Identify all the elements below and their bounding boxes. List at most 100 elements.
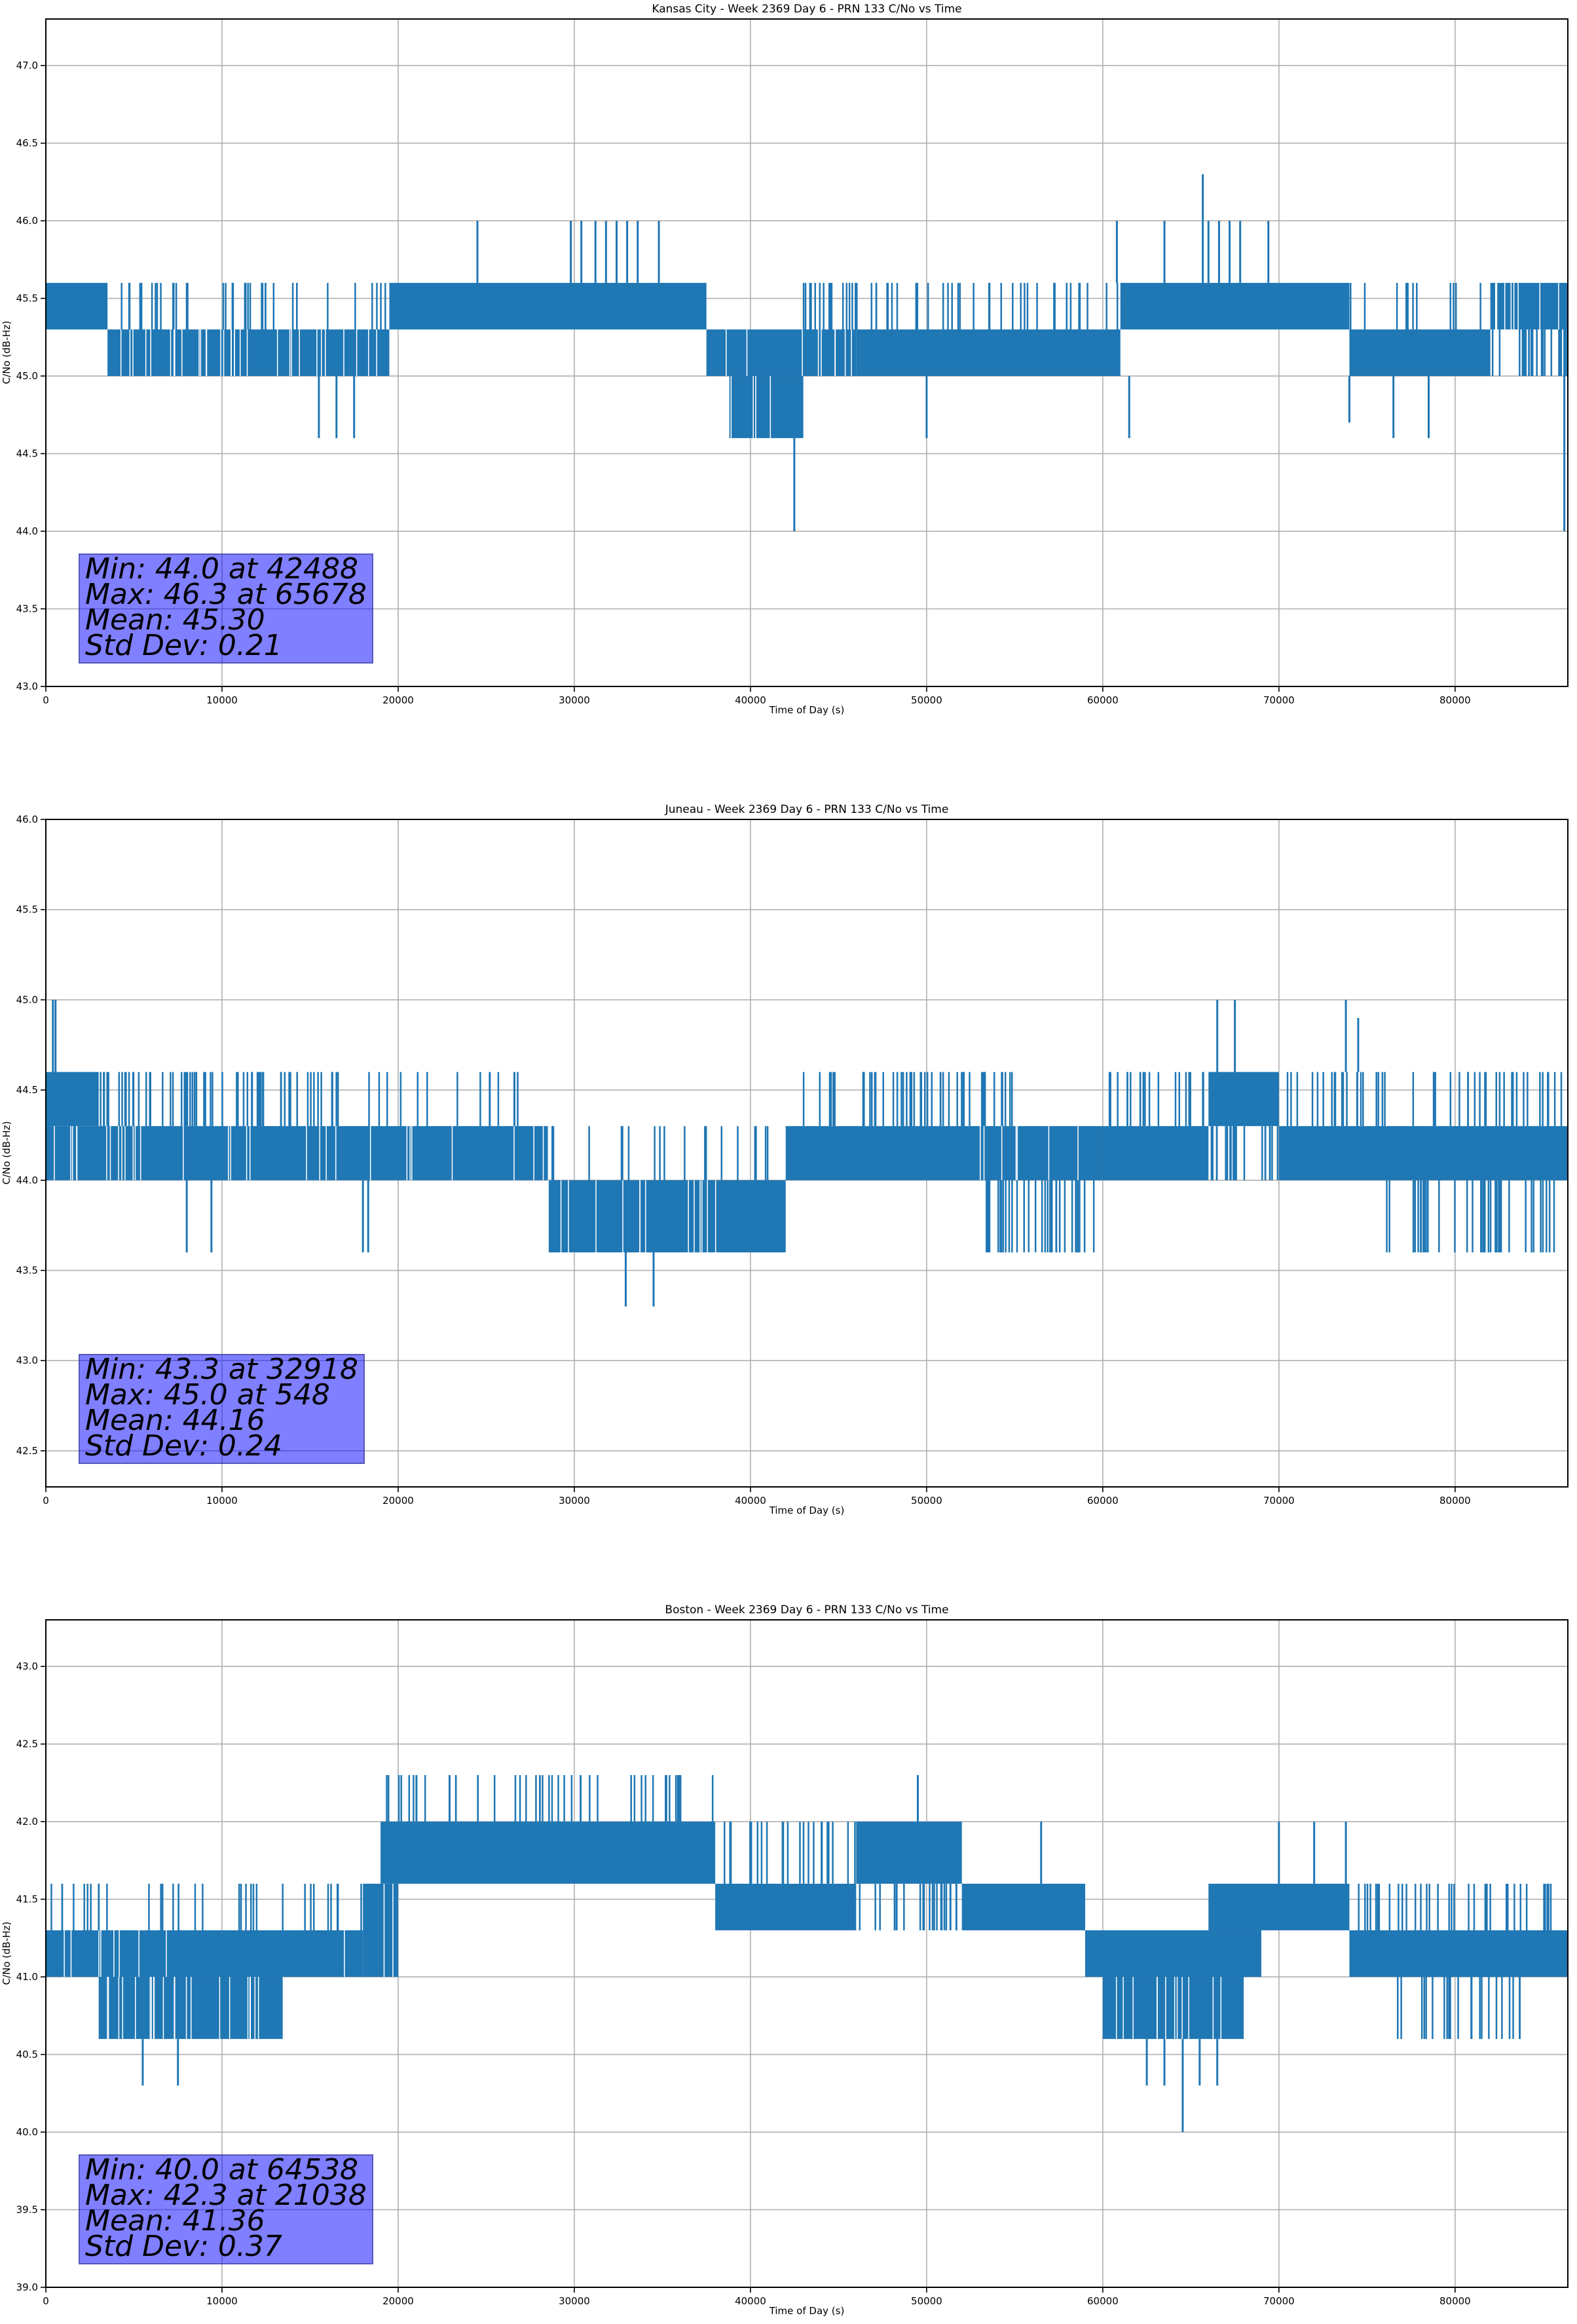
- signal-band: [386, 1774, 714, 1822]
- stat-min: Min: 44.0 at 42488: [85, 552, 359, 586]
- y-tick-label: 47.0: [16, 60, 38, 71]
- band-fill: [729, 376, 804, 438]
- signal-band: [380, 1822, 716, 1884]
- signal-band: [1278, 1126, 1568, 1180]
- x-axis-label: Time of Day (s): [769, 1505, 845, 1516]
- stat-mean: Mean: 41.36: [85, 2204, 265, 2238]
- signal-band: [1397, 1977, 1521, 2039]
- cno-series: [46, 174, 1568, 532]
- band-fill: [785, 1126, 980, 1180]
- signal-band: [121, 282, 386, 329]
- signal-band: [46, 282, 108, 329]
- band-fill: [1349, 329, 1491, 377]
- signal-band: [856, 1822, 962, 1884]
- band-fill: [46, 1930, 363, 1977]
- band-fill: [1085, 1930, 1261, 1977]
- y-tick-label: 45.0: [16, 994, 38, 1005]
- band-fill: [979, 1126, 1103, 1180]
- y-tick-label: 39.5: [16, 2204, 38, 2216]
- signal-band: [1358, 1883, 1552, 1930]
- y-tick-label: 42.0: [16, 1816, 38, 1827]
- y-tick-label: 45.5: [16, 904, 38, 916]
- band-fill: [715, 1883, 857, 1930]
- y-tick-label: 40.5: [16, 2049, 38, 2061]
- y-axis-label: C/No (dB-Hz): [1, 1921, 12, 1985]
- stat-std: Std Dev: 0.24: [85, 1429, 282, 1463]
- band-fill: [1278, 1126, 1568, 1180]
- y-tick-label: 46.0: [16, 215, 38, 227]
- band-fill: [1208, 1883, 1350, 1930]
- band-fill: [1102, 1977, 1244, 2039]
- signal-band: [1286, 1072, 1563, 1127]
- band-fill: [46, 1126, 548, 1180]
- y-tick-label: 40.0: [16, 2126, 38, 2138]
- band-fill: [1120, 282, 1350, 329]
- band-fill: [1208, 1072, 1279, 1127]
- x-axis-label: Time of Day (s): [769, 704, 845, 716]
- signal-band: [547, 1180, 786, 1252]
- y-tick-label: 42.5: [16, 1445, 38, 1457]
- signal-band: [389, 282, 707, 329]
- stat-min: Min: 43.3 at 32918: [85, 1353, 359, 1386]
- signal-band: [363, 1883, 398, 1977]
- signal-band: [1085, 1930, 1261, 1977]
- y-tick-label: 43.5: [16, 603, 38, 615]
- band-fill: [363, 1883, 398, 1977]
- band-fill: [1490, 282, 1568, 329]
- band-fill: [107, 329, 390, 377]
- signal-band: [1210, 1126, 1279, 1180]
- y-tick-label: 45.0: [16, 370, 38, 382]
- signal-band: [1350, 282, 1481, 329]
- signal-band: [100, 1072, 337, 1127]
- signal-band: [46, 1930, 363, 1977]
- signal-band: [723, 1822, 856, 1884]
- y-tick-label: 44.5: [16, 448, 38, 460]
- y-tick-label: 41.0: [16, 1971, 38, 1983]
- signal-band: [337, 1072, 519, 1127]
- stat-max: Max: 46.3 at 65678: [85, 578, 367, 611]
- signal-band: [98, 1977, 284, 2039]
- y-tick-label: 43.0: [16, 1355, 38, 1366]
- signal-band: [46, 1126, 548, 1180]
- band-fill: [98, 1977, 284, 2039]
- signal-band: [1491, 329, 1568, 377]
- signal-band: [46, 1072, 99, 1127]
- y-tick-label: 41.5: [16, 1894, 38, 1905]
- band-fill: [961, 1883, 1085, 1930]
- y-tick-label: 44.0: [16, 525, 38, 537]
- signal-band: [1108, 1072, 1204, 1127]
- stat-max: Max: 45.0 at 548: [85, 1378, 330, 1412]
- band-fill: [706, 329, 857, 377]
- y-tick-label: 44.0: [16, 1174, 38, 1186]
- signal-band: [802, 1072, 1013, 1127]
- stat-std: Std Dev: 0.21: [85, 629, 282, 662]
- y-tick-label: 43.5: [16, 1265, 38, 1277]
- y-tick-label: 44.5: [16, 1084, 38, 1096]
- band-fill: [547, 1180, 786, 1252]
- signal-band: [1490, 282, 1568, 329]
- cno-series: [46, 1774, 1568, 2133]
- signal-band: [50, 1883, 362, 1930]
- y-tick-label: 46.0: [16, 814, 38, 825]
- signal-band: [856, 329, 1121, 377]
- signal-band: [107, 329, 390, 377]
- band-fill: [1102, 1126, 1209, 1180]
- chart-title: Juneau - Week 2369 Day 6 - PRN 133 C/No …: [665, 803, 949, 816]
- band-fill: [856, 329, 1121, 377]
- band-fill: [46, 282, 108, 329]
- stat-mean: Mean: 45.30: [85, 603, 265, 637]
- signal-band: [986, 1180, 1095, 1252]
- signal-band: [1349, 329, 1491, 377]
- stat-std: Std Dev: 0.37: [85, 2230, 282, 2263]
- cno-series: [46, 1000, 1568, 1307]
- signal-band: [1386, 1180, 1555, 1252]
- signal-band: [785, 1126, 980, 1180]
- chart-title: Kansas City - Week 2369 Day 6 - PRN 133 …: [652, 3, 962, 16]
- signal-band: [979, 1126, 1103, 1180]
- y-tick-label: 46.5: [16, 138, 38, 149]
- y-axis-label: C/No (dB-Hz): [1, 1121, 12, 1184]
- signal-band: [706, 329, 857, 377]
